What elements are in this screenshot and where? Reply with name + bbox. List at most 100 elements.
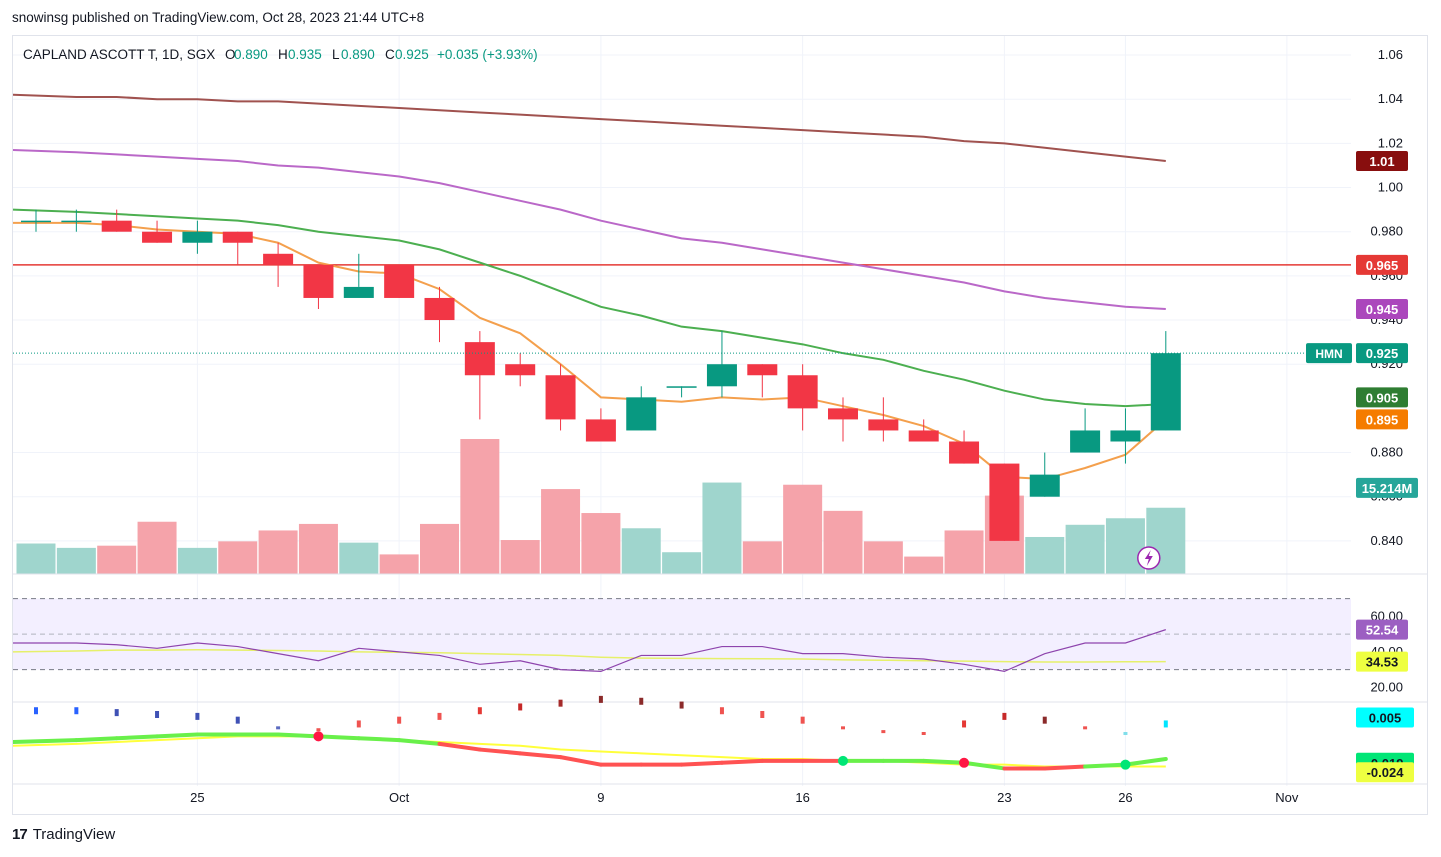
ohlc-key: H (278, 47, 288, 62)
price-axis-tick: 0.840 (1370, 533, 1403, 548)
oscillator-dot (518, 703, 523, 711)
oscillator-dot (477, 707, 482, 715)
lightning-icon (1137, 546, 1161, 570)
oscillator-main-line (921, 758, 967, 765)
volume-bar (823, 510, 863, 574)
candle-body (545, 375, 576, 420)
oscillator-cross-marker (838, 755, 848, 766)
oscillator-dot (841, 726, 845, 730)
oscillator-label-text: 0.005 (1369, 710, 1402, 725)
volume-bar (904, 556, 944, 574)
candle-body (989, 463, 1020, 541)
candle-body (1070, 430, 1101, 453)
oscillator-dot (800, 716, 805, 724)
chart-frame[interactable]: 1.06 1.04 1.02 1.00 0.980 0.960 0.940 0.920 0.88… (12, 35, 1428, 815)
oscillator-cross-marker (313, 731, 324, 742)
time-axis-tick: Oct (389, 790, 410, 805)
oscillator-dot (316, 728, 321, 732)
oscillator-dot (1123, 732, 1128, 735)
volume-bar (97, 545, 137, 574)
price-axis-tick: 1.02 (1378, 135, 1403, 150)
volume-bar (1025, 536, 1065, 574)
price-axis-tick: 0.880 (1370, 445, 1403, 460)
candle-body (505, 364, 536, 376)
volume-bar (218, 541, 258, 574)
chart-canvas[interactable]: 1.061.041.021.000.9800.9600.9400.9200.88… (13, 36, 1427, 814)
oscillator-main-line (316, 734, 361, 741)
candle-body (747, 364, 778, 376)
volume-bar (742, 541, 782, 574)
price-label-text: 1.01 (1369, 154, 1394, 169)
volume-bar (944, 530, 984, 574)
oscillator-main-line (719, 758, 765, 765)
price-axis-tick: 1.06 (1378, 47, 1403, 62)
price-label: 1.01 (1356, 151, 1408, 172)
volume-bar (379, 554, 419, 574)
candle-body (585, 419, 616, 442)
price-label: 0.895 (1356, 409, 1408, 430)
brand-footer[interactable]: 17 TradingView (12, 826, 115, 843)
candle-body (949, 441, 980, 464)
candle-body (222, 231, 253, 243)
ohlc-key: O (225, 47, 236, 62)
time-axis-tick: 16 (795, 790, 809, 805)
time-axis-tick: 25 (190, 790, 204, 805)
ohlc-value: 0.925 (395, 47, 429, 62)
oscillator-dot (719, 707, 724, 715)
volume-bar (460, 439, 500, 574)
volume-bar (541, 489, 581, 574)
ohlc-value: 0.935 (288, 47, 322, 62)
volume-bar (137, 521, 177, 574)
volume-bar (56, 547, 96, 574)
oscillator-dot (1083, 726, 1088, 730)
candle-body (706, 364, 737, 387)
volume-bar (1065, 524, 1105, 574)
candle-body (21, 220, 51, 223)
moving-average-line (13, 208, 1166, 408)
oscillator-cross-marker (1120, 759, 1131, 770)
tradingview-logo-icon: 17 (12, 826, 28, 843)
oscillator-main-line (13, 738, 79, 744)
price-label-text: 0.905 (1366, 390, 1399, 405)
symbol-name: CAPLAND ASCOTT T, 1D, SGX (23, 47, 215, 62)
volume-bar (581, 513, 621, 574)
symbol-tag: HMN (1315, 347, 1342, 361)
oscillator-dot (74, 707, 79, 715)
price-label: 0.905 (1356, 387, 1408, 408)
oscillator-main-line (114, 734, 160, 741)
change-value: +0.035 (+3.93%) (437, 47, 538, 62)
price-axis-tick: 0.980 (1370, 224, 1403, 239)
oscillator-label: -0.024 (1356, 762, 1414, 783)
oscillator-dot (558, 699, 563, 707)
oscillator-dot (1002, 712, 1007, 720)
candle-body (1110, 430, 1141, 442)
price-label: 0.945 (1356, 299, 1408, 319)
rsi-line (13, 629, 1166, 673)
price-label: 0.965 (1356, 254, 1408, 275)
price-label-text: 0.895 (1366, 412, 1399, 427)
oscillator-cross-marker (959, 757, 970, 768)
oscillator-main-line (558, 755, 603, 767)
publish-info: snowinsg published on TradingView.com, O… (12, 10, 425, 25)
oscillator-dot (276, 726, 281, 730)
price-axis-tick: 1.00 (1378, 180, 1403, 195)
oscillator-dot (195, 712, 200, 720)
oscillator-main-line (356, 736, 402, 743)
time-axis-tick: Nov (1275, 790, 1299, 805)
rsi-label-text: 34.53 (1366, 655, 1399, 670)
candle-body (626, 397, 657, 431)
oscillator-main-line (1123, 757, 1168, 767)
oscillator-label-text: -0.024 (1367, 765, 1405, 780)
oscillator-dot (962, 720, 967, 728)
oscillator-main-line (1083, 762, 1128, 769)
candle-body (1029, 474, 1060, 497)
candle-body (384, 264, 415, 298)
volume-bar (863, 541, 903, 574)
oscillator-dot (114, 709, 119, 717)
oscillator-main-line (679, 760, 724, 767)
oscillator-dot (1163, 720, 1168, 728)
candle-body (1150, 353, 1181, 431)
oscillator-dot (639, 697, 644, 705)
ohlc-value: 0.890 (341, 47, 375, 62)
price-label: 15.214M (1356, 477, 1418, 498)
